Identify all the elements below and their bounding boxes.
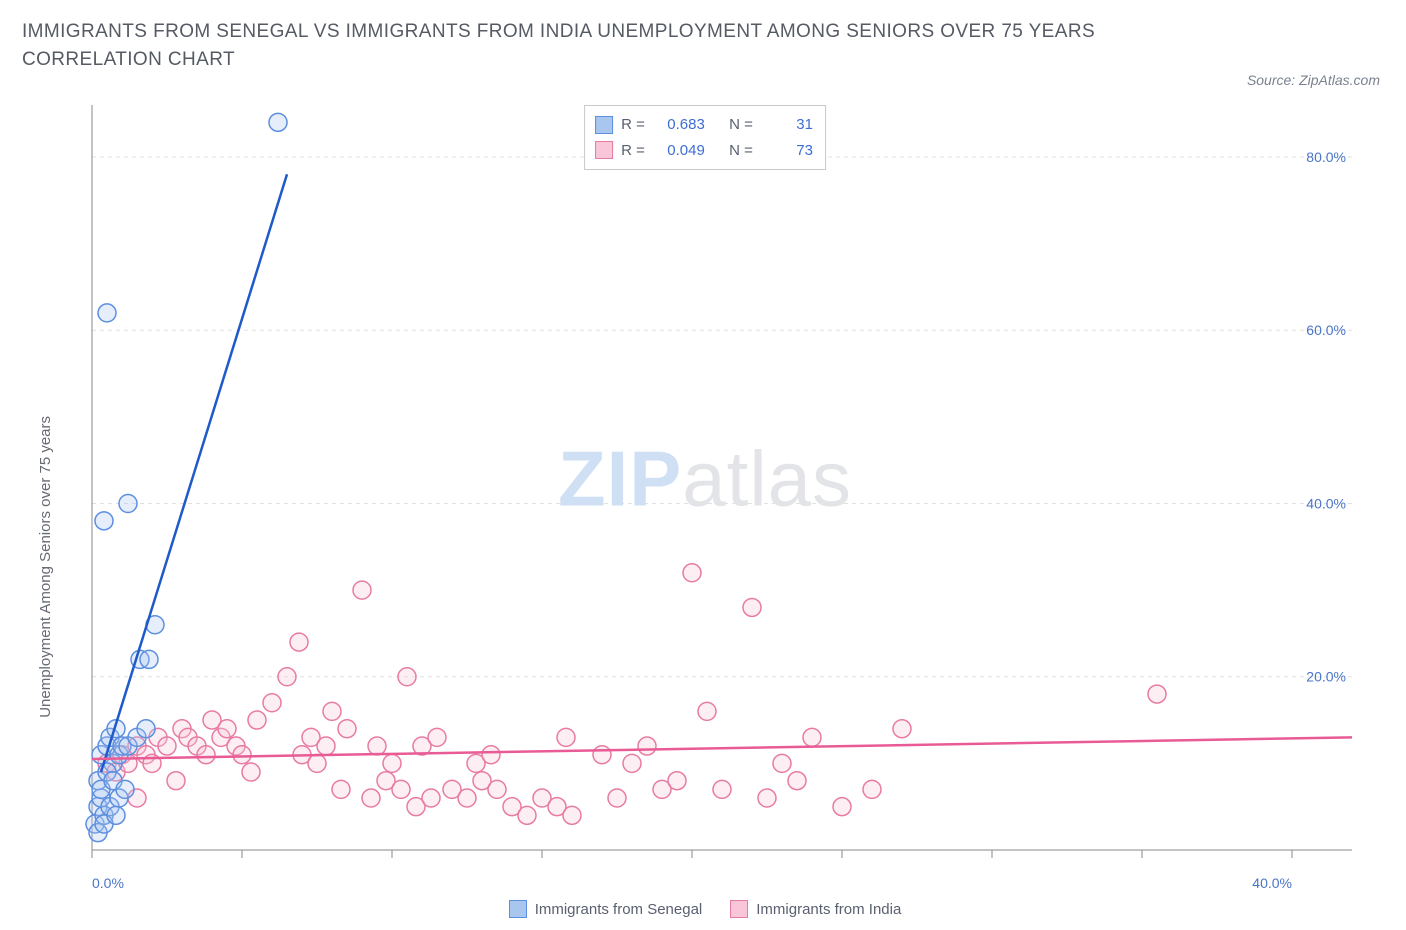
data-point-india	[263, 694, 281, 712]
data-point-india	[788, 772, 806, 790]
bottom-legend-label-india: Immigrants from India	[756, 901, 901, 918]
scatter-chart: 20.0% 40.0% 60.0% 80.0% 0.0% 40.0% Unemploymen…	[22, 105, 1388, 918]
legend-swatch-senegal	[595, 116, 613, 134]
data-point-india	[278, 668, 296, 686]
series-legend: Immigrants from Senegal Immigrants from I…	[22, 900, 1388, 918]
chart-title: IMMIGRANTS FROM SENEGAL VS IMMIGRANTS FR…	[22, 18, 1142, 73]
y-tick-label: 20.0%	[1306, 669, 1346, 685]
data-point-india	[482, 746, 500, 764]
data-point-india	[743, 598, 761, 616]
data-point-india	[218, 720, 236, 738]
bottom-legend-label-senegal: Immigrants from Senegal	[535, 901, 703, 918]
data-point-india	[167, 772, 185, 790]
data-point-india	[422, 789, 440, 807]
data-point-india	[353, 581, 371, 599]
data-point-india	[833, 798, 851, 816]
data-point-senegal	[119, 494, 137, 512]
correlation-legend: R = 0.683 N = 31 R = 0.049 N = 73	[584, 105, 826, 170]
data-point-senegal	[107, 806, 125, 824]
y-tick-label: 40.0%	[1306, 495, 1346, 511]
legend-r-value-india: 0.049	[653, 138, 705, 164]
data-point-india	[623, 754, 641, 772]
data-point-senegal	[140, 650, 158, 668]
data-point-india	[668, 772, 686, 790]
data-point-india	[638, 737, 656, 755]
data-point-india	[488, 780, 506, 798]
legend-row-india: R = 0.049 N = 73	[595, 138, 813, 164]
y-tick-label: 80.0%	[1306, 149, 1346, 165]
data-point-india	[758, 789, 776, 807]
bottom-legend-swatch-india	[730, 900, 748, 918]
trend-line-senegal	[101, 174, 287, 772]
legend-r-value-senegal: 0.683	[653, 112, 705, 138]
data-point-india	[383, 754, 401, 772]
data-point-india	[863, 780, 881, 798]
data-point-india	[158, 737, 176, 755]
data-point-india	[323, 702, 341, 720]
data-point-india	[563, 806, 581, 824]
data-point-india	[803, 728, 821, 746]
data-point-india	[362, 789, 380, 807]
data-point-india	[428, 728, 446, 746]
data-point-india	[338, 720, 356, 738]
data-point-india	[458, 789, 476, 807]
legend-n-label: N =	[729, 138, 753, 164]
trend-line-india	[92, 737, 1352, 759]
data-point-india	[248, 711, 266, 729]
legend-swatch-india	[595, 141, 613, 159]
data-point-senegal	[95, 512, 113, 530]
bottom-legend-swatch-senegal	[509, 900, 527, 918]
legend-r-label: R =	[621, 138, 645, 164]
data-point-india	[713, 780, 731, 798]
data-point-india	[893, 720, 911, 738]
legend-r-label: R =	[621, 112, 645, 138]
legend-row-senegal: R = 0.683 N = 31	[595, 112, 813, 138]
data-point-india	[290, 633, 308, 651]
data-point-india	[518, 806, 536, 824]
data-point-india	[197, 746, 215, 764]
data-point-india	[608, 789, 626, 807]
legend-n-label: N =	[729, 112, 753, 138]
legend-n-value-india: 73	[761, 138, 813, 164]
y-tick-label: 60.0%	[1306, 322, 1346, 338]
data-point-india	[368, 737, 386, 755]
data-point-india	[593, 746, 611, 764]
data-point-senegal	[98, 304, 116, 322]
data-point-india	[317, 737, 335, 755]
data-point-india	[1148, 685, 1166, 703]
data-point-senegal	[269, 113, 287, 131]
data-point-india	[242, 763, 260, 781]
data-point-india	[683, 564, 701, 582]
data-point-india	[398, 668, 416, 686]
data-point-india	[773, 754, 791, 772]
data-point-india	[557, 728, 575, 746]
data-point-india	[392, 780, 410, 798]
chart-container: ZIPatlas 20.0%40.0%60.0%80.0%0.0%40.0%Un…	[22, 105, 1388, 918]
data-point-india	[233, 746, 251, 764]
data-point-india	[698, 702, 716, 720]
bottom-legend-item-india: Immigrants from India	[730, 900, 901, 918]
x-tick-label: 0.0%	[92, 875, 124, 891]
data-point-india	[332, 780, 350, 798]
y-axis-label: Unemployment Among Seniors over 75 years	[37, 416, 54, 718]
source-label: Source: ZipAtlas.com	[1247, 72, 1380, 88]
data-point-senegal	[116, 780, 134, 798]
data-point-india	[308, 754, 326, 772]
x-tick-label: 40.0%	[1252, 875, 1292, 891]
bottom-legend-item-senegal: Immigrants from Senegal	[509, 900, 703, 918]
data-point-senegal	[137, 720, 155, 738]
legend-n-value-senegal: 31	[761, 112, 813, 138]
